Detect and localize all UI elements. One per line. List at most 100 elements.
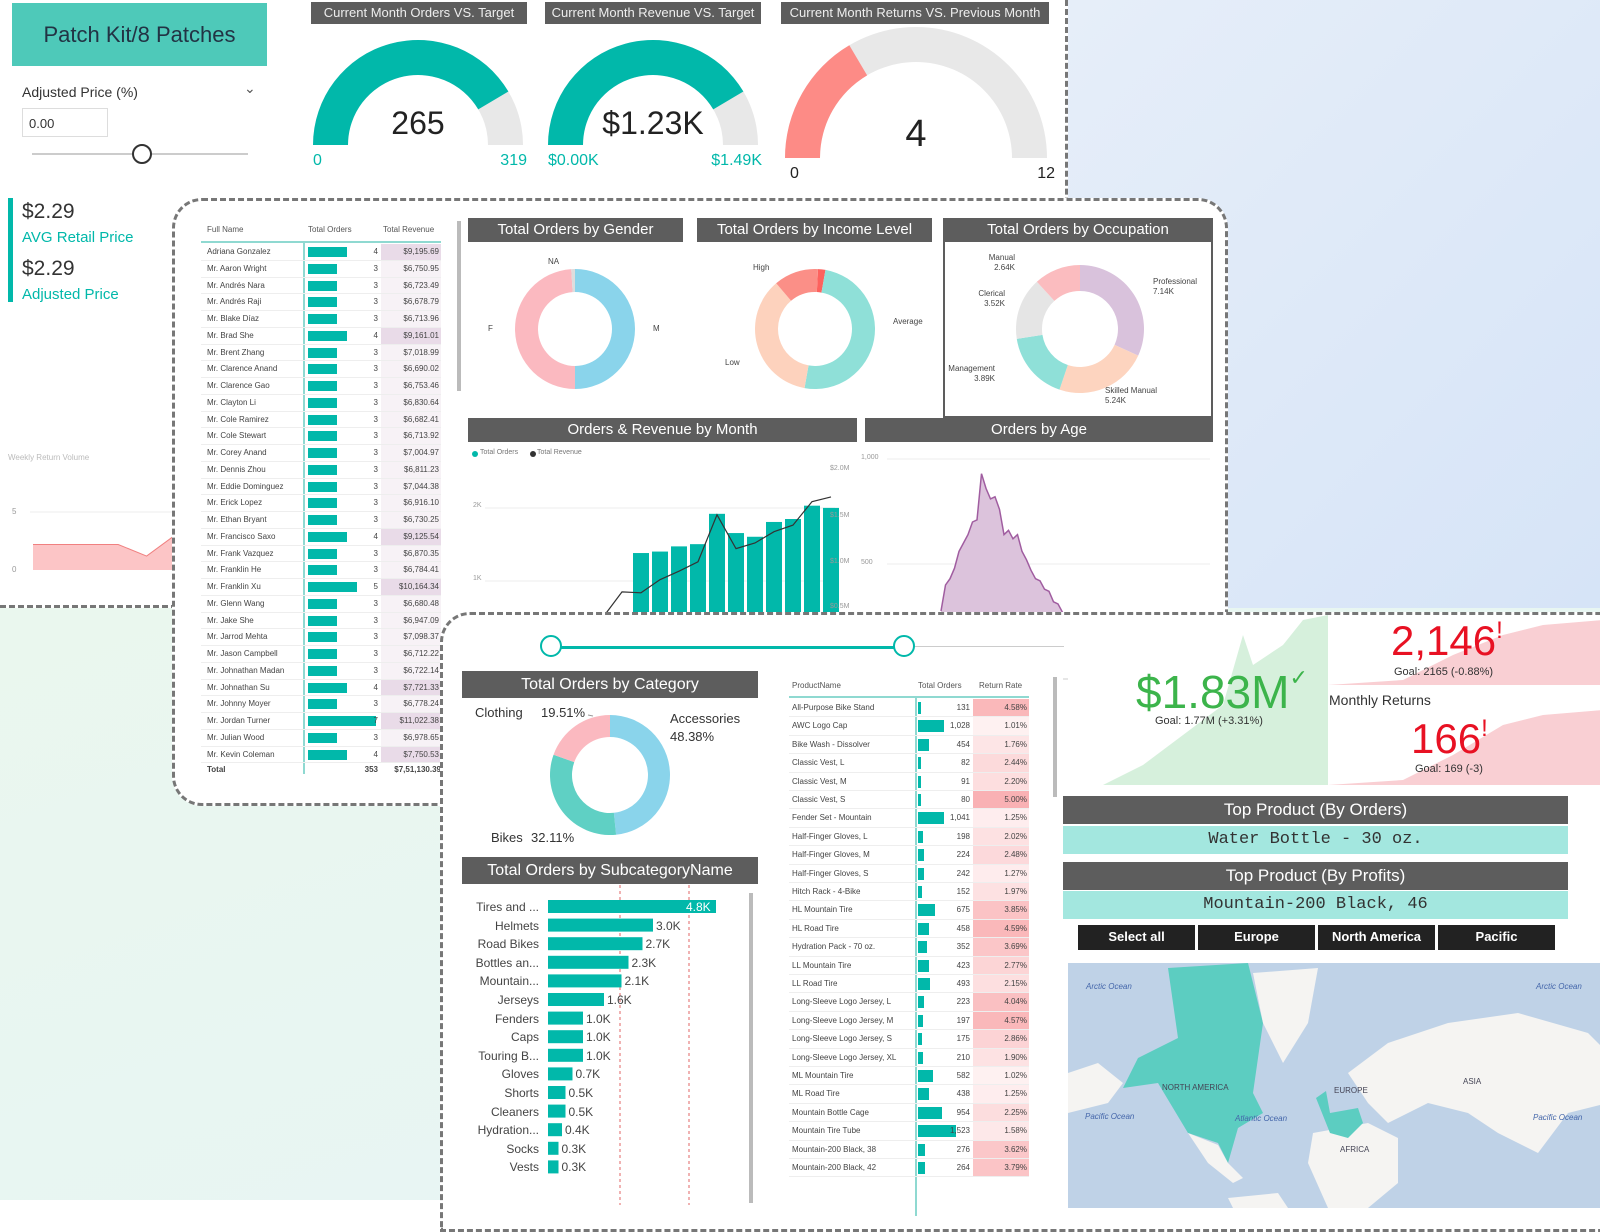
table-row[interactable]: Mr. Dennis Zhou 3 $6,811.23 [201,461,441,479]
table-row[interactable]: Mr. Jordan Turner 7 $11,022.38 [201,713,441,730]
donut-slice-gender[interactable] [575,269,635,389]
table-row[interactable]: Mr. Clarence Anand 3 $6,690.02 [201,361,441,378]
table-row[interactable]: Hitch Rack - 4-Bike 152 1.97% [789,883,1029,902]
table-row[interactable]: Mr. Franklin Xu 5 $10,164.34 [201,579,441,596]
table-row[interactable]: Classic Vest, M 91 2.20% [789,772,1029,791]
table-row[interactable]: Mr. Jake She 3 $6,947.09 [201,612,441,630]
table-row[interactable]: Long-Sleeve Logo Jersey, XL 210 1.90% [789,1048,1029,1067]
table-row[interactable]: All-Purpose Bike Stand 131 4.58% [789,699,1029,718]
col-total-revenue[interactable]: Total Revenue [383,225,435,234]
product-table-scrollbar[interactable] [1053,677,1057,797]
donut-slice-category[interactable] [553,715,610,763]
table-row[interactable]: Hydration Pack - 70 oz. 352 3.69% [789,938,1029,957]
region-north-america[interactable]: North America [1318,925,1435,950]
table-row[interactable]: Mr. Johnathan Madan 3 $6,722.14 [201,662,441,680]
donut-slice-income[interactable] [755,283,809,389]
table-row[interactable]: ML Road Tire 438 1.25% [789,1085,1029,1104]
donut-slice-occupation[interactable] [1059,344,1139,393]
donut-slice-category[interactable] [610,715,671,835]
subcategory-bar[interactable] [548,937,643,951]
subcategory-bar[interactable] [548,1123,562,1137]
table-row[interactable]: Mr. Brad She 4 $9,161.01 [201,327,441,345]
subcategory-bar[interactable] [548,1104,566,1118]
adjusted-price-input[interactable]: 0.00 [22,108,108,137]
subcategory-bar[interactable] [548,1048,583,1062]
sales-map[interactable]: Arctic Ocean Arctic Ocean NORTH AMERICA EUR… [1068,963,1600,1208]
table-row[interactable]: Mountain Bottle Cage 954 2.25% [789,1103,1029,1123]
table-row[interactable]: Mr. Clayton Li 3 $6,830.64 [201,394,441,412]
subcategory-bar[interactable] [548,1086,566,1099]
table-row[interactable]: Mr. Francisco Saxo 4 $9,125.54 [201,528,441,546]
table-row[interactable]: Mr. Johnathan Su 4 $7,721.33 [201,679,441,697]
date-slider-end-handle[interactable] [893,635,915,657]
subcategory-bar[interactable] [548,1160,559,1174]
table-row[interactable]: Mr. Eddie Dominguez 3 $7,044.38 [201,478,441,496]
subcategory-bar[interactable] [548,974,622,988]
subcategory-bar[interactable] [548,1141,559,1155]
chevron-down-icon[interactable]: ⌄ [244,80,256,96]
table-row[interactable]: Mr. Erick Lopez 3 $6,916.10 [201,495,441,512]
table-row[interactable]: Mr. Jarrod Mehta 3 $7,098.37 [201,629,441,646]
table-row[interactable]: Fender Set - Mountain 1,041 1.25% [789,809,1029,828]
date-slider-track[interactable] [551,646,904,649]
table-row[interactable]: Half-Finger Gloves, L 198 2.02% [789,827,1029,847]
col-total-orders[interactable]: Total Orders [308,225,352,234]
donut-slice-income[interactable] [816,269,826,293]
region-europe[interactable]: Europe [1198,925,1315,950]
table-row[interactable]: Mr. Kevin Coleman 4 $7,750.53 [201,746,441,764]
product-button[interactable]: Patch Kit/8 Patches [12,3,267,66]
donut-slice-gender[interactable] [514,269,575,389]
table-row[interactable]: LL Mountain Tire 423 2.77% [789,956,1029,975]
donut-slice-gender[interactable] [571,269,575,293]
table-row[interactable]: Mr. Corey Anand 3 $7,004.97 [201,445,441,462]
table-row[interactable]: HL Mountain Tire 675 3.85% [789,901,1029,920]
subcategory-bar[interactable] [548,1067,573,1081]
table-row[interactable]: Mr. Clarence Gao 3 $6,753.46 [201,378,441,395]
table-row[interactable]: Half-Finger Gloves, M 224 2.48% [789,846,1029,865]
donut-slice-occupation[interactable] [1080,265,1144,356]
table-row[interactable]: Long-Sleeve Logo Jersey, S 175 2.86% [789,1030,1029,1049]
col-full-name[interactable]: Full Name [207,225,244,234]
price-slider-handle[interactable] [132,144,152,164]
table-row[interactable]: HL Road Tire 458 4.59% [789,919,1029,939]
table-row[interactable]: Mr. Johnny Moyer 3 $6,778.24 [201,696,441,713]
table-row[interactable]: Mr. Jason Campbell 3 $6,712.22 [201,646,441,663]
table-row[interactable]: Bike Wash - Dissolver 454 1.76% [789,735,1029,755]
table-row[interactable]: Mr. Blake Díaz 3 $6,713.96 [201,311,441,328]
table-row[interactable]: Long-Sleeve Logo Jersey, L 223 4.04% [789,993,1029,1012]
subcategory-bar[interactable] [548,900,716,913]
table-row[interactable]: Mr. Aaron Wright 3 $6,750.95 [201,260,441,278]
region-select-all[interactable]: Select all [1078,925,1195,950]
table-row[interactable]: ML Mountain Tire 582 1.02% [789,1067,1029,1086]
col-return-rate[interactable]: Return Rate [979,681,1023,690]
subcategory-bar[interactable] [548,955,629,969]
subcategory-bar[interactable] [548,1011,583,1025]
table-row[interactable]: Adriana Gonzalez 4 $9,195.69 [201,244,441,261]
table-row[interactable]: Mr. Andrés Nara 3 $6,723.49 [201,277,441,295]
date-slider-start-handle[interactable] [540,635,562,657]
table-row[interactable]: Mr. Andrés Raji 3 $6,678.79 [201,294,441,311]
table-row[interactable]: Half-Finger Gloves, S 242 1.27% [789,864,1029,883]
table-row[interactable]: LL Road Tire 493 2.15% [789,975,1029,994]
subcategory-scrollbar[interactable] [749,893,753,1203]
table-row[interactable]: Classic Vest, S 80 5.00% [789,791,1029,810]
donut-slice-occupation[interactable] [1015,281,1055,339]
table-row[interactable]: Mountain Tire Tube 1,523 1.58% [789,1122,1029,1141]
table-row[interactable]: Mr. Julian Wood 3 $6,978.65 [201,729,441,747]
col-product-orders[interactable]: Total Orders [918,681,962,690]
table-row[interactable]: Mr. Cole Stewart 3 $6,713.92 [201,428,441,445]
table-row[interactable]: Mr. Ethan Bryant 3 $6,730.25 [201,512,441,529]
table-row[interactable]: Classic Vest, L 82 2.44% [789,754,1029,773]
donut-slice-income[interactable] [804,269,875,389]
region-pacific[interactable]: Pacific [1438,925,1555,950]
subcategory-bar[interactable] [548,918,653,932]
table-row[interactable]: Mr. Glenn Wang 3 $6,680.48 [201,595,441,613]
subcategory-bar[interactable] [548,1030,583,1044]
donut-slice-income[interactable] [776,269,818,301]
table-row[interactable]: AWC Logo Cap 1,028 1.01% [789,717,1029,736]
table-row[interactable]: Mr. Franklin He 3 $6,784.41 [201,562,441,579]
table-row[interactable]: Long-Sleeve Logo Jersey, M 197 4.57% [789,1011,1029,1031]
donut-slice-occupation[interactable] [1036,265,1080,301]
donut-slice-occupation[interactable] [1016,334,1068,390]
table-scrollbar[interactable] [457,221,461,391]
